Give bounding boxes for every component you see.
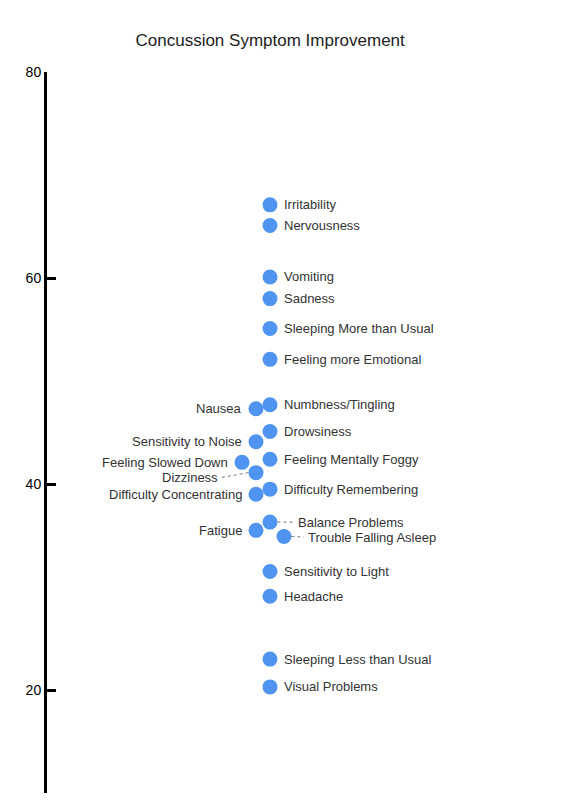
svg-text:Nervousness: Nervousness [284, 218, 360, 233]
svg-text:Headache: Headache [284, 589, 343, 604]
svg-text:Nausea: Nausea [196, 401, 242, 416]
svg-text:Drowsiness: Drowsiness [284, 424, 352, 439]
svg-text:60: 60 [26, 270, 42, 286]
svg-text:Vomiting: Vomiting [284, 269, 334, 284]
svg-text:Trouble Falling Asleep: Trouble Falling Asleep [308, 530, 436, 545]
svg-text:Sensitivity to Noise: Sensitivity to Noise [132, 434, 242, 449]
svg-text:20: 20 [26, 682, 42, 698]
svg-text:Balance Problems: Balance Problems [298, 515, 404, 530]
svg-text:Fatigue: Fatigue [199, 523, 242, 538]
svg-text:Feeling more Emotional: Feeling more Emotional [284, 352, 421, 367]
svg-text:Difficulty Remembering: Difficulty Remembering [284, 482, 418, 497]
svg-text:Irritability: Irritability [284, 197, 337, 212]
svg-text:Visual Problems: Visual Problems [284, 679, 378, 694]
svg-text:Sadness: Sadness [284, 291, 335, 306]
svg-text:40: 40 [26, 476, 42, 492]
svg-text:Concussion Symptom Improvement: Concussion Symptom Improvement [136, 31, 406, 50]
svg-text:80: 80 [26, 64, 42, 80]
svg-text:Sleeping More than Usual: Sleeping More than Usual [284, 321, 434, 336]
svg-text:Dizziness: Dizziness [162, 470, 218, 485]
svg-text:Difficulty Concentrating: Difficulty Concentrating [109, 487, 242, 502]
svg-text:Feeling Slowed Down: Feeling Slowed Down [102, 455, 228, 470]
svg-text:Sleeping Less than Usual: Sleeping Less than Usual [284, 652, 432, 667]
svg-text:Sensitivity to Light: Sensitivity to Light [284, 564, 389, 579]
svg-text:Feeling Mentally Foggy: Feeling Mentally Foggy [284, 452, 419, 467]
svg-text:Numbness/Tingling: Numbness/Tingling [284, 397, 395, 412]
